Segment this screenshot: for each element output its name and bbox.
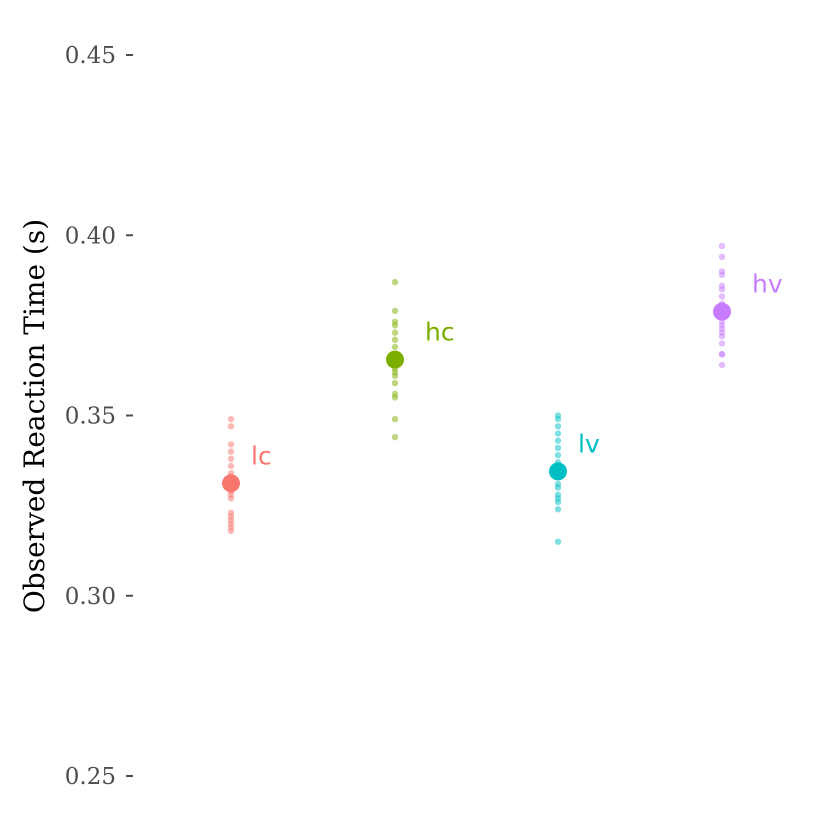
group-label-lv: lv <box>578 429 600 458</box>
data-point <box>391 433 399 441</box>
data-point <box>227 423 235 430</box>
data-point <box>554 484 562 491</box>
data-point <box>391 394 399 401</box>
y-axis: 0.25 0.30 0.35 0.40 0.45 <box>65 43 133 790</box>
data-point <box>391 307 399 315</box>
data-point <box>391 415 399 423</box>
series-hv: hv <box>713 242 783 369</box>
data-point <box>391 322 399 329</box>
data-point <box>718 361 726 369</box>
data-point <box>391 343 399 351</box>
data-point <box>718 271 726 279</box>
mean-point <box>713 302 731 321</box>
data-point <box>554 437 562 444</box>
data-point <box>718 242 726 250</box>
series-groups: lc hc lv hv <box>222 242 783 545</box>
data-point <box>391 278 399 286</box>
data-point <box>554 444 562 452</box>
series-lv: lv <box>549 412 600 545</box>
data-point <box>718 340 726 347</box>
y-axis-label: Observed Reaction Time (s) <box>18 219 51 613</box>
y-tick-label: 0.45 <box>65 43 116 69</box>
data-point <box>227 448 235 455</box>
y-tick-label: 0.25 <box>65 764 116 790</box>
data-point <box>391 379 399 387</box>
series-lc: lc <box>222 415 272 535</box>
data-point <box>227 441 235 448</box>
group-label-hc: hc <box>425 318 455 347</box>
data-point <box>718 286 726 293</box>
data-point <box>391 329 399 336</box>
mean-point <box>549 462 567 481</box>
data-point <box>391 372 399 380</box>
data-point <box>554 498 562 506</box>
data-point <box>391 336 399 343</box>
data-point <box>227 495 235 502</box>
mean-point <box>222 474 240 493</box>
mean-point <box>386 350 404 369</box>
data-point <box>554 430 562 437</box>
data-point <box>718 332 726 340</box>
series-hc: hc <box>386 278 455 441</box>
data-point <box>554 451 562 459</box>
data-point <box>718 293 726 300</box>
y-tick-label: 0.35 <box>65 404 116 430</box>
data-point <box>554 538 562 545</box>
group-label-lc: lc <box>251 441 272 470</box>
data-point <box>554 415 562 423</box>
data-point <box>718 253 726 261</box>
data-point <box>718 351 726 358</box>
y-tick-label: 0.40 <box>65 223 116 249</box>
data-point <box>227 462 235 470</box>
data-point <box>227 415 235 423</box>
group-label-hv: hv <box>752 270 783 299</box>
y-tick-label: 0.30 <box>65 584 116 610</box>
data-point <box>554 506 562 513</box>
data-point <box>227 527 235 535</box>
data-point <box>227 455 235 462</box>
data-point <box>554 423 562 430</box>
